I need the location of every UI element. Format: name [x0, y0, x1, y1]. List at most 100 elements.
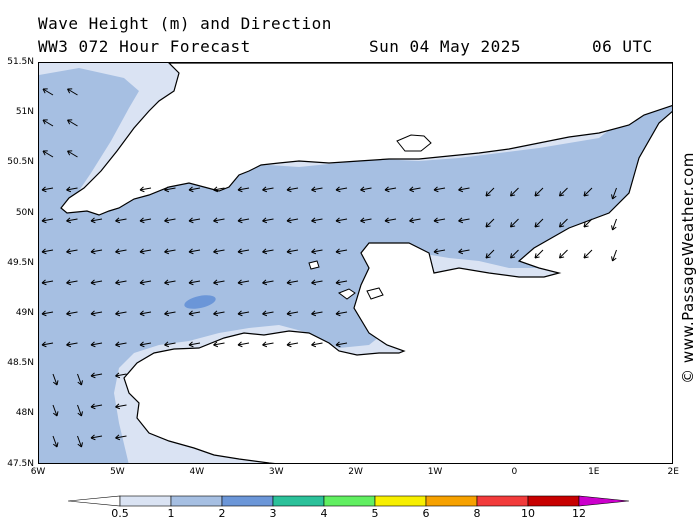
wave-arrow	[188, 341, 201, 348]
lat-label: 48.5N	[7, 358, 34, 369]
wave-arrow	[510, 187, 519, 197]
wave-arrow	[262, 217, 274, 224]
wave-arrow	[335, 310, 348, 317]
legend-label: 10	[521, 507, 535, 520]
wave-arrow	[286, 341, 299, 348]
color-legend	[68, 495, 630, 507]
legend-label: 6	[422, 507, 430, 520]
wave-arrow	[237, 248, 250, 255]
wave-arrow	[433, 248, 446, 255]
legend-min-arrow	[68, 495, 121, 507]
legend-swatch	[272, 495, 325, 507]
legend-swatch	[527, 495, 580, 507]
wave-arrow	[213, 248, 225, 255]
wave-arrow	[458, 186, 470, 193]
wave-arrow	[335, 279, 348, 286]
wave-arrow	[139, 186, 152, 193]
lon-label: 1E	[588, 467, 600, 477]
wave-arrow	[485, 187, 495, 197]
wave-arrow	[311, 248, 323, 255]
lat-label: 47.5N	[7, 458, 34, 469]
lat-label: 50N	[15, 207, 34, 218]
wave-arrow	[583, 249, 593, 259]
wave-arrow	[534, 187, 544, 197]
wave-arrow	[66, 279, 78, 286]
watermark: © www.PassageWeather.com	[679, 152, 697, 384]
legend-label: 1	[167, 507, 175, 520]
wave-arrow	[66, 186, 78, 193]
wave-arrow	[286, 186, 299, 193]
wave-arrow	[90, 403, 103, 410]
wave-arrow	[41, 310, 54, 317]
wave-arrow	[188, 217, 201, 224]
wave-arrow	[237, 217, 250, 224]
wave-arrow	[139, 310, 152, 317]
wave-arrow	[139, 279, 152, 286]
wave-arrow	[237, 341, 250, 348]
wave-arrow	[360, 217, 372, 224]
wave-arrow	[409, 186, 421, 193]
wave-arrow	[188, 186, 201, 193]
wave-arrow	[115, 372, 127, 379]
wave-arrow	[458, 248, 470, 255]
wave-arrow	[213, 341, 225, 348]
wave-arrow	[311, 279, 323, 286]
wave-arrow	[41, 217, 54, 224]
wave-map-svg	[39, 63, 672, 463]
wave-arrow	[42, 119, 54, 127]
wave-arrow	[510, 218, 519, 228]
wave-arrow	[115, 403, 127, 410]
wave-arrow	[115, 248, 127, 255]
land-england	[60, 63, 672, 216]
wave-arrow	[286, 279, 299, 286]
legend-swatch	[476, 495, 529, 507]
wave-arrow	[262, 341, 274, 348]
wave-arrow	[164, 279, 176, 286]
wave-arrow	[262, 279, 274, 286]
wave-arrow	[360, 186, 372, 193]
wave-arrow	[311, 186, 323, 193]
wave-arrow	[66, 310, 78, 317]
lon-label: 4W	[189, 467, 205, 477]
wave-arrow	[164, 248, 176, 255]
wave-arrow	[90, 279, 103, 286]
lon-label: 0	[511, 467, 518, 477]
legend-swatch	[374, 495, 427, 507]
lat-label: 49N	[15, 308, 34, 318]
wave-arrow	[164, 310, 176, 317]
land-guernsey	[308, 260, 320, 270]
wave-arrow	[286, 248, 299, 255]
land-alderney	[366, 287, 384, 300]
wave-arrow	[433, 186, 446, 193]
wave-arrow	[559, 218, 568, 228]
lon-label: 5W	[110, 467, 125, 477]
lon-label: 1W	[427, 467, 443, 477]
legend-label: 3	[269, 507, 277, 520]
wave-arrow	[41, 186, 54, 193]
forecast-time: 06 UTC	[592, 37, 653, 56]
legend-label: 8	[473, 507, 481, 520]
sea-band-high	[184, 295, 216, 309]
wave-arrow	[52, 435, 59, 448]
wave-arrow	[90, 341, 103, 348]
lon-label: 2E	[667, 467, 679, 477]
wave-arrow	[115, 434, 127, 441]
lon-label: 3W	[268, 467, 284, 477]
wave-arrow	[262, 186, 274, 193]
wave-arrow	[188, 310, 201, 317]
wave-arrow	[213, 310, 225, 317]
legend-swatch	[119, 495, 172, 507]
legend-label: 4	[320, 507, 328, 520]
legend-label: 5	[371, 507, 379, 520]
wave-arrow	[115, 341, 127, 348]
wave-arrow	[286, 310, 299, 317]
lat-label: 49.5N	[7, 257, 34, 268]
forecast-date: Sun 04 May 2025	[369, 37, 521, 56]
wave-arrow	[67, 88, 78, 96]
lon-label: 6W	[30, 467, 46, 477]
wave-arrow	[164, 217, 176, 224]
legend-label: 12	[572, 507, 586, 520]
wave-arrow	[534, 249, 544, 259]
legend-swatch	[221, 495, 274, 507]
wave-arrow	[583, 187, 593, 197]
